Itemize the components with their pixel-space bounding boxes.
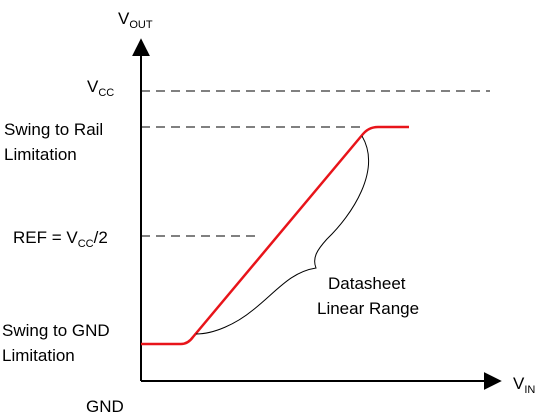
swing-gnd-label-line2: Limitation	[2, 346, 75, 365]
gnd-label: GND	[86, 397, 124, 416]
x-axis-label: VIN	[513, 374, 535, 396]
y-axis-label: VOUT	[118, 9, 153, 31]
swing-rail-label-line1: Swing to Rail	[4, 120, 103, 139]
linear-range-brace	[195, 135, 369, 335]
transfer-curve	[141, 125, 409, 346]
linear-range-label-line1: Datasheet	[328, 274, 406, 293]
vcc-label: VCC	[87, 77, 114, 99]
swing-gnd-label-line1: Swing to GND	[2, 321, 110, 340]
swing-rail-label-line2: Limitation	[4, 145, 77, 164]
ref-label: REF = VCC/2	[13, 228, 108, 250]
linear-range-label-line2: Linear Range	[317, 299, 419, 318]
